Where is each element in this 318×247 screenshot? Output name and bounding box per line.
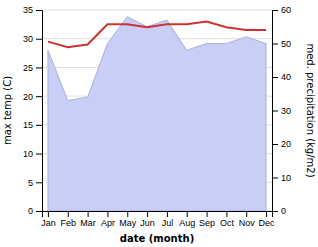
grid-line bbox=[42, 10, 272, 11]
tick-mark bbox=[272, 211, 278, 212]
chart: Jan FebMar Apr MayJun Jul Aug Sep Oct NovDec 0 5 10… bbox=[0, 0, 318, 247]
tick-mark bbox=[36, 182, 42, 183]
tick-label: 50 bbox=[281, 39, 291, 49]
tick: May bbox=[119, 211, 137, 228]
x-axis-title: date (month) bbox=[120, 233, 194, 244]
tick-label: 10 bbox=[23, 149, 33, 159]
tick-label: 20 bbox=[281, 139, 291, 149]
tick-label: 35 bbox=[23, 5, 33, 15]
tick-mark bbox=[36, 96, 42, 97]
tick-mark bbox=[36, 154, 42, 155]
tick-label: May bbox=[119, 218, 137, 228]
y2-axis-title: med. precipitation (kg/m2) bbox=[305, 43, 316, 177]
tick: 0 bbox=[28, 206, 42, 216]
tick-mark bbox=[246, 211, 247, 217]
tick-label: 0 bbox=[28, 206, 33, 216]
plot: Jan FebMar Apr MayJun Jul Aug Sep Oct NovDec 0 5 10… bbox=[23, 5, 291, 228]
grid bbox=[42, 10, 272, 211]
tick-label: 30 bbox=[281, 106, 291, 116]
tick: 15 bbox=[23, 120, 42, 130]
tick-label: Feb bbox=[61, 218, 77, 228]
tick-label: Jul bbox=[162, 218, 174, 228]
tick: 30 bbox=[23, 34, 42, 44]
tick-mark bbox=[107, 211, 108, 217]
tick-mark bbox=[36, 67, 42, 68]
tick-label: Jun bbox=[140, 218, 155, 228]
tick: Apr bbox=[101, 211, 115, 228]
tick-mark bbox=[36, 10, 42, 11]
tick-label: 15 bbox=[23, 120, 33, 130]
tick-label: 10 bbox=[281, 173, 291, 183]
tick-mark bbox=[272, 144, 278, 145]
tick: 5 bbox=[28, 178, 42, 188]
tick-mark bbox=[167, 211, 168, 217]
y-axis-title: max temp (C) bbox=[2, 76, 13, 145]
tick: 20 bbox=[23, 92, 42, 102]
tick: 20 bbox=[272, 139, 291, 149]
tick-mark bbox=[266, 211, 267, 217]
tick-mark bbox=[272, 111, 278, 112]
tick: 50 bbox=[272, 39, 291, 49]
tick-mark bbox=[272, 77, 278, 78]
tick-label: Oct bbox=[220, 218, 235, 228]
tick-label: Nov bbox=[239, 218, 256, 228]
tick-mark bbox=[187, 211, 188, 217]
tick-label: Jan bbox=[41, 218, 56, 228]
tick: 10 bbox=[272, 173, 291, 183]
axis-domain bbox=[43, 212, 273, 218]
tick-label: Mar bbox=[80, 218, 96, 228]
tick-mark bbox=[36, 39, 42, 40]
tick: Oct bbox=[220, 211, 235, 228]
line bbox=[48, 21, 266, 47]
tick-label: 40 bbox=[281, 72, 291, 82]
tick: 40 bbox=[272, 72, 291, 82]
area bbox=[48, 17, 266, 211]
tick-mark bbox=[207, 211, 208, 217]
y-axis: 0 5 10 15 20 25 30 35 bbox=[23, 5, 43, 216]
tick: Sep bbox=[199, 211, 215, 228]
tick-mark bbox=[36, 211, 42, 212]
tick: 10 bbox=[23, 149, 42, 159]
tick-label: Apr bbox=[101, 218, 115, 228]
tick: Dec bbox=[259, 211, 276, 228]
tick-mark bbox=[88, 211, 89, 217]
tick-label: 25 bbox=[23, 63, 33, 73]
x-axis: Jan FebMar Apr MayJun Jul Aug Sep Oct NovDec bbox=[41, 211, 275, 228]
tick: Jan bbox=[41, 211, 56, 228]
y2-axis: 0 10 20 30 40 50 60 bbox=[272, 5, 291, 216]
axis-domain bbox=[273, 11, 279, 212]
tick: 0 bbox=[272, 206, 286, 216]
marks bbox=[48, 17, 266, 211]
tick-mark bbox=[272, 44, 278, 45]
tick-mark bbox=[147, 211, 148, 217]
tick-label: 30 bbox=[23, 34, 33, 44]
tick-label: Sep bbox=[199, 218, 215, 228]
tick: Jul bbox=[162, 211, 174, 228]
tick: 30 bbox=[272, 106, 291, 116]
tick: 35 bbox=[23, 5, 42, 15]
tick: Nov bbox=[239, 211, 256, 228]
tick-mark bbox=[36, 125, 42, 126]
tick: Jun bbox=[140, 211, 155, 228]
tick-label: Dec bbox=[259, 218, 276, 228]
tick-label: 20 bbox=[23, 92, 33, 102]
tick-mark bbox=[272, 10, 278, 11]
tick: Mar bbox=[80, 211, 96, 228]
tick-mark bbox=[127, 211, 128, 217]
tick-label: 60 bbox=[281, 5, 291, 15]
tick: 60 bbox=[272, 5, 291, 15]
tick: Feb bbox=[61, 211, 77, 228]
tick: Aug bbox=[179, 211, 195, 228]
tick: 25 bbox=[23, 63, 42, 73]
tick-label: 0 bbox=[281, 206, 286, 216]
tick-mark bbox=[48, 211, 49, 217]
tick-label: 5 bbox=[28, 178, 33, 188]
tick-mark bbox=[68, 211, 69, 217]
tick-mark bbox=[272, 178, 278, 179]
tick-label: Aug bbox=[179, 218, 195, 228]
axis-domain bbox=[36, 11, 43, 212]
tick-mark bbox=[226, 211, 227, 217]
